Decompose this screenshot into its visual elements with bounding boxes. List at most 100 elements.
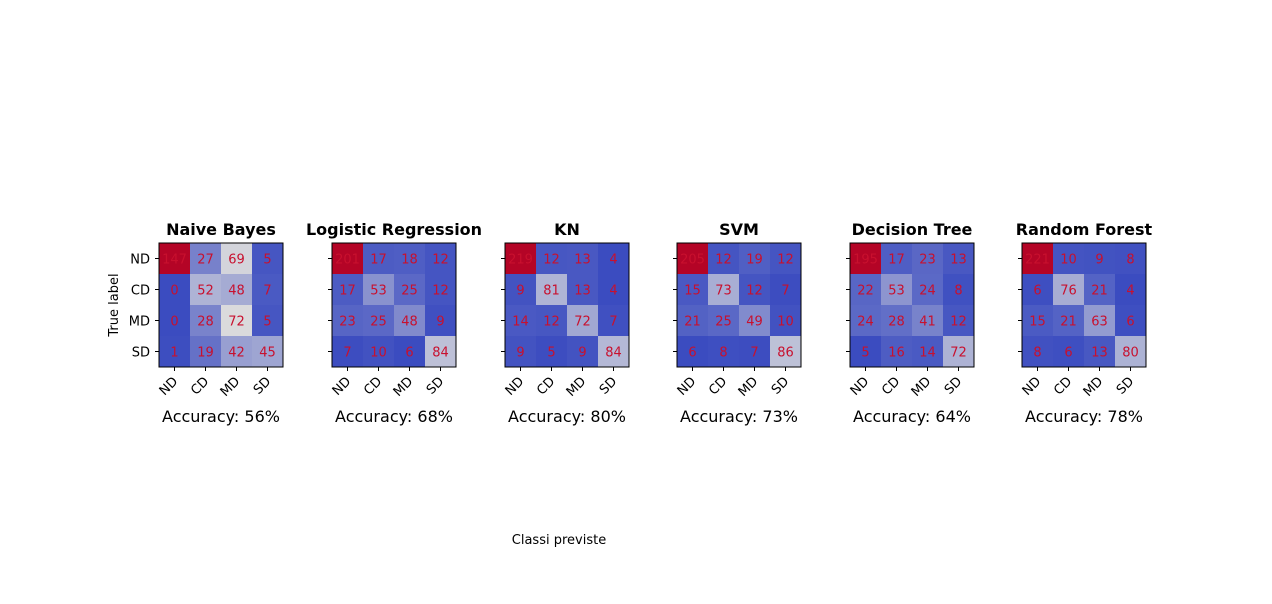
cell-value-label: 42 bbox=[228, 346, 245, 361]
cell-value-label: 15 bbox=[1029, 315, 1046, 330]
cell-value-label: 17 bbox=[888, 253, 905, 268]
heatmap-cell bbox=[850, 274, 881, 305]
panel-frame bbox=[158, 242, 284, 368]
cell-value-label: 28 bbox=[888, 315, 905, 330]
heatmap-cell bbox=[739, 243, 770, 274]
heatmap-cell bbox=[770, 274, 801, 305]
cell-value-label: 48 bbox=[401, 315, 418, 330]
cell-value-label: 69 bbox=[228, 253, 245, 268]
x-tick-label: CD bbox=[879, 374, 903, 398]
cell-value-label: 12 bbox=[543, 315, 560, 330]
cell-value-label: 7 bbox=[609, 315, 617, 330]
cell-value-label: 12 bbox=[715, 253, 732, 268]
heatmap-cell bbox=[425, 243, 456, 274]
cell-value-label: 14 bbox=[512, 315, 529, 330]
heatmap-cell bbox=[394, 243, 425, 274]
cell-value-label: 13 bbox=[950, 253, 967, 268]
accuracy-label: Accuracy: 56% bbox=[162, 407, 280, 426]
heatmap-cell bbox=[363, 336, 394, 367]
x-tick-label: CD bbox=[534, 374, 558, 398]
panel-frame bbox=[1021, 242, 1147, 368]
cell-value-label: 4 bbox=[609, 253, 617, 268]
heatmap-cell bbox=[363, 243, 394, 274]
heatmap-cell bbox=[252, 336, 283, 367]
heatmap-cell bbox=[881, 336, 912, 367]
heatmap-cell bbox=[770, 336, 801, 367]
cell-value-label: 1 bbox=[170, 346, 178, 361]
x-tick-label: ND bbox=[1020, 374, 1045, 399]
heatmap-cell bbox=[1022, 336, 1053, 367]
cell-value-label: 6 bbox=[1033, 284, 1041, 299]
heatmap-cell bbox=[677, 305, 708, 336]
confusion-matrix-panel: Random Forest 221 10 9 8 6 76 21 4 15 21 63 6 8 6 13 80 N… bbox=[1016, 220, 1153, 426]
confusion-matrix-panel: Decision Tree 195 17 23 13 22 53 24 8 24 28 41 12 5 16… bbox=[846, 220, 975, 426]
heatmap-cell bbox=[598, 274, 629, 305]
cell-value-label: 4 bbox=[609, 284, 617, 299]
panel-title: Logistic Regression bbox=[306, 220, 482, 239]
heatmap-cell bbox=[1084, 243, 1115, 274]
heatmap-cell bbox=[943, 336, 974, 367]
y-tick-label: CD bbox=[131, 284, 150, 299]
cell-value-label: 25 bbox=[401, 284, 418, 299]
cell-value-label: 6 bbox=[688, 346, 696, 361]
cell-value-label: 16 bbox=[888, 346, 905, 361]
heatmap-cell bbox=[159, 336, 190, 367]
heatmap-cell bbox=[159, 243, 190, 274]
heatmap-cell bbox=[221, 305, 252, 336]
heatmap-cell bbox=[677, 274, 708, 305]
x-tick-label: SD bbox=[424, 374, 448, 398]
heatmap-cell bbox=[943, 274, 974, 305]
cell-value-label: 18 bbox=[401, 253, 418, 268]
cell-value-label: 201 bbox=[335, 253, 360, 268]
y-axis-label: True label bbox=[107, 273, 122, 337]
heatmap-cell bbox=[425, 336, 456, 367]
heatmap-cell bbox=[1022, 305, 1053, 336]
panel-frame bbox=[849, 242, 975, 368]
cell-value-label: 221 bbox=[1025, 253, 1050, 268]
cell-value-label: 52 bbox=[197, 284, 214, 299]
heatmap-cell bbox=[505, 243, 536, 274]
heatmap-cell bbox=[770, 305, 801, 336]
heatmap-cell bbox=[912, 243, 943, 274]
cell-value-label: 7 bbox=[781, 284, 789, 299]
heatmap-cell bbox=[1115, 274, 1146, 305]
cell-value-label: 12 bbox=[746, 284, 763, 299]
accuracy-label: Accuracy: 78% bbox=[1025, 407, 1143, 426]
heatmap-cell bbox=[881, 274, 912, 305]
cell-value-label: 12 bbox=[432, 284, 449, 299]
x-tick-label: MD bbox=[1081, 374, 1107, 400]
heatmap-cell bbox=[708, 274, 739, 305]
cell-value-label: 12 bbox=[950, 315, 967, 330]
cell-value-label: 81 bbox=[543, 284, 560, 299]
cell-value-label: 84 bbox=[432, 346, 449, 361]
cell-value-label: 84 bbox=[605, 346, 622, 361]
cell-value-label: 72 bbox=[228, 315, 245, 330]
cell-value-label: 53 bbox=[370, 284, 387, 299]
heatmap-cell bbox=[1022, 243, 1053, 274]
heatmap-cell bbox=[332, 336, 363, 367]
heatmap-cell bbox=[598, 336, 629, 367]
heatmap-cell bbox=[770, 243, 801, 274]
cell-value-label: 5 bbox=[547, 346, 555, 361]
heatmap-cell bbox=[252, 305, 283, 336]
heatmap-cell bbox=[221, 336, 252, 367]
cell-value-label: 7 bbox=[750, 346, 758, 361]
cell-value-label: 10 bbox=[777, 315, 794, 330]
cell-value-label: 8 bbox=[719, 346, 727, 361]
heatmap-cell bbox=[505, 274, 536, 305]
cell-value-label: 27 bbox=[197, 253, 214, 268]
cell-value-label: 4 bbox=[1126, 284, 1134, 299]
cell-value-label: 72 bbox=[950, 346, 967, 361]
cell-value-label: 17 bbox=[370, 253, 387, 268]
heatmap-cell bbox=[536, 274, 567, 305]
cell-value-label: 195 bbox=[853, 253, 878, 268]
heatmap-cell bbox=[912, 274, 943, 305]
cell-value-label: 22 bbox=[857, 284, 874, 299]
cell-value-label: 21 bbox=[1091, 284, 1108, 299]
heatmap-cell bbox=[1084, 336, 1115, 367]
heatmap-cell bbox=[850, 243, 881, 274]
x-tick-label: MD bbox=[564, 374, 590, 400]
heatmap-cell bbox=[1115, 336, 1146, 367]
cell-value-label: 8 bbox=[1126, 253, 1134, 268]
